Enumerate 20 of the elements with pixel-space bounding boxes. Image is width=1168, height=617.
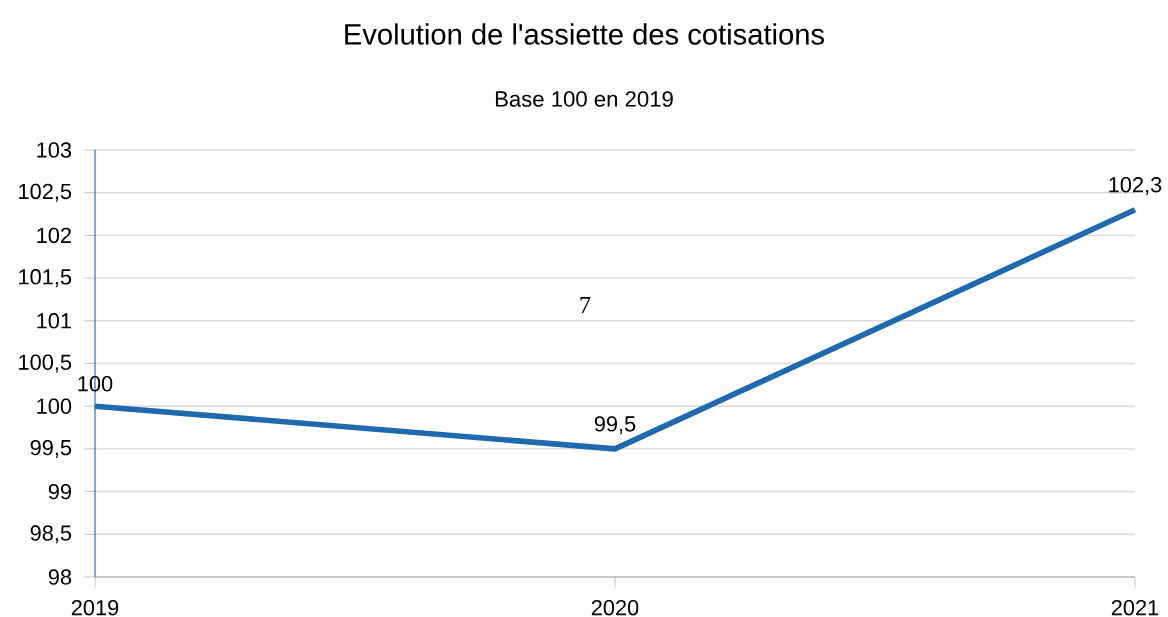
y-tick-label: 101,5: [19, 269, 72, 288]
chart-subtitle: Base 100 en 2019: [495, 91, 673, 107]
y-tick-label: 98,5: [30, 525, 72, 544]
data-label: 102,3: [1109, 177, 1162, 196]
data-label: 99,5: [594, 416, 636, 435]
x-tick-label: 2021: [1111, 599, 1159, 616]
y-tick-label: 100,5: [19, 354, 72, 373]
y-tick-label: 101: [37, 313, 71, 329]
y-tick-label: 102: [37, 227, 71, 244]
x-tick-label: 2020: [591, 599, 639, 616]
y-tick-label: 100: [37, 398, 72, 414]
y-tick-label: 103: [37, 142, 72, 158]
y-tick-label: 98: [48, 569, 72, 585]
chart-title: Evolution de l'assiette des cotisations: [345, 23, 824, 45]
y-tick-label: 99,5: [30, 439, 72, 458]
y-tick-label: 102,5: [19, 183, 72, 202]
annotation: 7: [580, 296, 591, 314]
x-tick-label: 2019: [71, 599, 119, 616]
y-tick-label: 99: [48, 483, 71, 500]
data-label: 100: [78, 376, 113, 392]
